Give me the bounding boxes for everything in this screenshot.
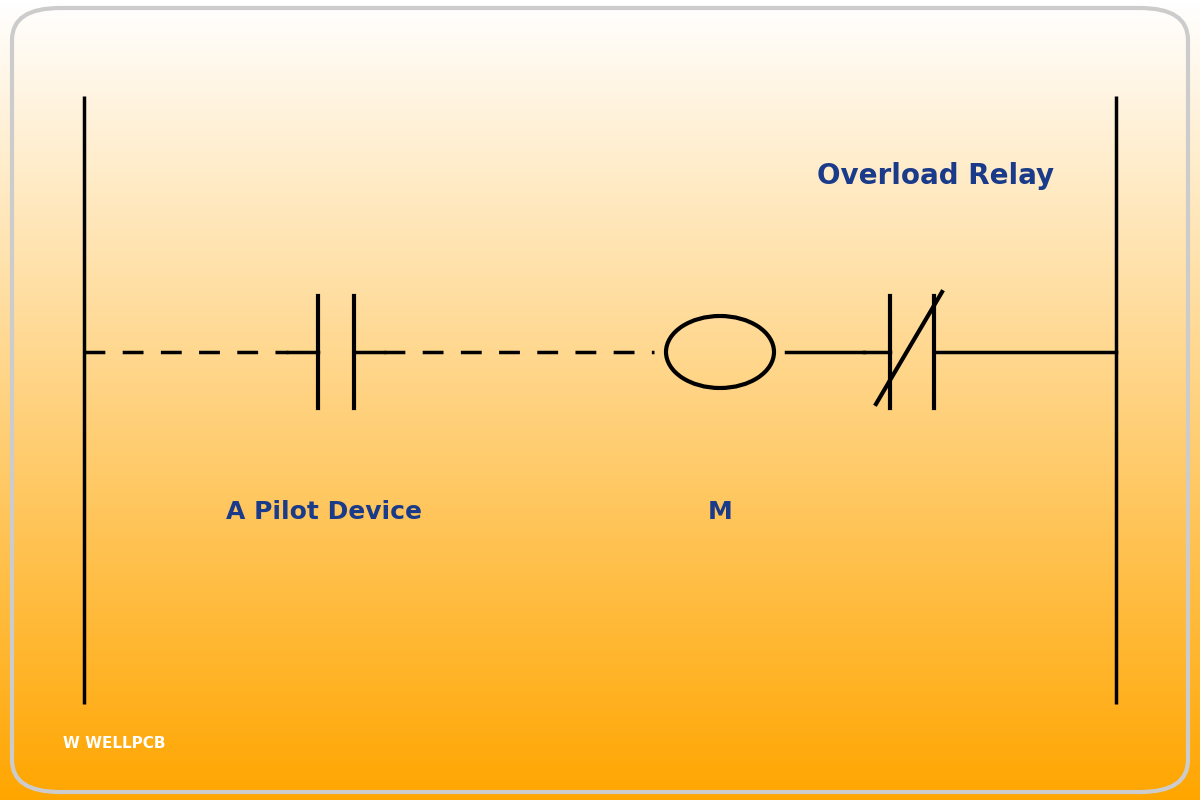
Text: A Pilot Device: A Pilot Device	[226, 500, 422, 524]
Text: M: M	[708, 500, 732, 524]
Text: W WELLPCB: W WELLPCB	[62, 737, 166, 751]
Text: Overload Relay: Overload Relay	[817, 162, 1055, 190]
